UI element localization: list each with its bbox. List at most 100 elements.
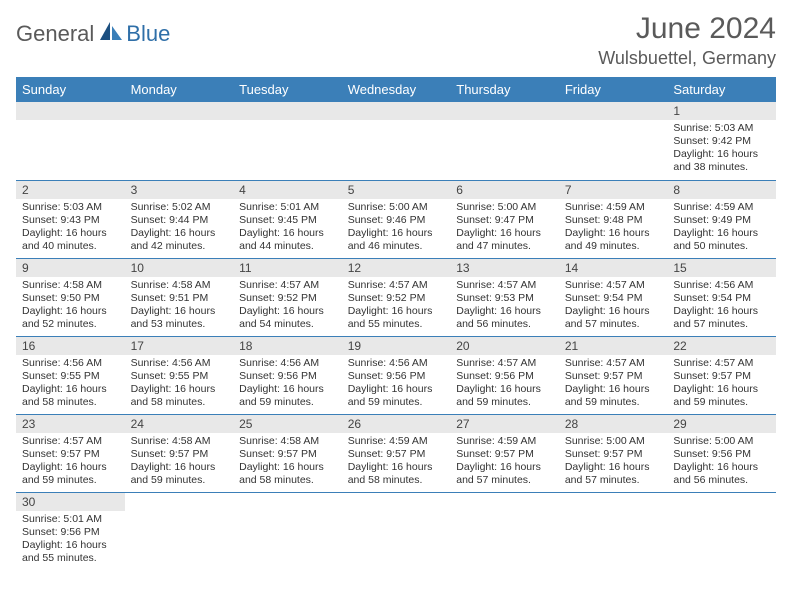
day-details: Sunrise: 4:57 AMSunset: 9:56 PMDaylight:… — [450, 355, 559, 414]
month-title: June 2024 — [598, 12, 776, 46]
calendar-day: 30Sunrise: 5:01 AMSunset: 9:56 PMDayligh… — [16, 492, 125, 570]
weekday-header: Thursday — [450, 77, 559, 102]
day-number: 20 — [450, 337, 559, 355]
day-details: Sunrise: 4:58 AMSunset: 9:57 PMDaylight:… — [233, 433, 342, 492]
day-number: 1 — [667, 102, 776, 120]
day-number: 16 — [16, 337, 125, 355]
calendar-table: SundayMondayTuesdayWednesdayThursdayFrid… — [16, 77, 776, 570]
day-number: 2 — [16, 181, 125, 199]
day-details: Sunrise: 4:58 AMSunset: 9:57 PMDaylight:… — [125, 433, 234, 492]
calendar-day: 24Sunrise: 4:58 AMSunset: 9:57 PMDayligh… — [125, 414, 234, 492]
calendar-day: 13Sunrise: 4:57 AMSunset: 9:53 PMDayligh… — [450, 258, 559, 336]
day-number: 5 — [342, 181, 451, 199]
calendar-day: 23Sunrise: 4:57 AMSunset: 9:57 PMDayligh… — [16, 414, 125, 492]
calendar-empty — [233, 492, 342, 570]
calendar-day: 15Sunrise: 4:56 AMSunset: 9:54 PMDayligh… — [667, 258, 776, 336]
logo: General Blue — [16, 20, 170, 47]
day-number: 21 — [559, 337, 668, 355]
calendar-week: 1Sunrise: 5:03 AMSunset: 9:42 PMDaylight… — [16, 102, 776, 180]
calendar-empty — [342, 102, 451, 180]
weekday-header: Sunday — [16, 77, 125, 102]
title-block: June 2024 Wulsbuettel, Germany — [598, 12, 776, 69]
day-number: 18 — [233, 337, 342, 355]
calendar-empty — [233, 102, 342, 180]
calendar-empty — [450, 102, 559, 180]
day-details: Sunrise: 4:57 AMSunset: 9:53 PMDaylight:… — [450, 277, 559, 336]
calendar-day: 10Sunrise: 4:58 AMSunset: 9:51 PMDayligh… — [125, 258, 234, 336]
day-details: Sunrise: 4:56 AMSunset: 9:56 PMDaylight:… — [233, 355, 342, 414]
calendar-day: 27Sunrise: 4:59 AMSunset: 9:57 PMDayligh… — [450, 414, 559, 492]
day-details: Sunrise: 5:02 AMSunset: 9:44 PMDaylight:… — [125, 199, 234, 258]
day-details: Sunrise: 5:01 AMSunset: 9:56 PMDaylight:… — [16, 511, 125, 570]
day-number: 14 — [559, 259, 668, 277]
day-details: Sunrise: 5:00 AMSunset: 9:56 PMDaylight:… — [667, 433, 776, 492]
weekday-header: Monday — [125, 77, 234, 102]
location: Wulsbuettel, Germany — [598, 48, 776, 69]
calendar-empty — [16, 102, 125, 180]
day-details: Sunrise: 4:56 AMSunset: 9:55 PMDaylight:… — [16, 355, 125, 414]
day-details: Sunrise: 4:57 AMSunset: 9:57 PMDaylight:… — [667, 355, 776, 414]
day-number: 15 — [667, 259, 776, 277]
day-details: Sunrise: 4:59 AMSunset: 9:57 PMDaylight:… — [450, 433, 559, 492]
day-number: 7 — [559, 181, 668, 199]
calendar-body: 1Sunrise: 5:03 AMSunset: 9:42 PMDaylight… — [16, 102, 776, 570]
logo-text-blue: Blue — [126, 21, 170, 47]
calendar-day: 3Sunrise: 5:02 AMSunset: 9:44 PMDaylight… — [125, 180, 234, 258]
calendar-day: 28Sunrise: 5:00 AMSunset: 9:57 PMDayligh… — [559, 414, 668, 492]
day-number: 30 — [16, 493, 125, 511]
day-number: 29 — [667, 415, 776, 433]
calendar-day: 5Sunrise: 5:00 AMSunset: 9:46 PMDaylight… — [342, 180, 451, 258]
calendar-day: 1Sunrise: 5:03 AMSunset: 9:42 PMDaylight… — [667, 102, 776, 180]
day-details: Sunrise: 4:59 AMSunset: 9:48 PMDaylight:… — [559, 199, 668, 258]
day-details: Sunrise: 4:56 AMSunset: 9:54 PMDaylight:… — [667, 277, 776, 336]
day-details: Sunrise: 5:03 AMSunset: 9:43 PMDaylight:… — [16, 199, 125, 258]
day-details: Sunrise: 4:57 AMSunset: 9:54 PMDaylight:… — [559, 277, 668, 336]
day-details: Sunrise: 4:58 AMSunset: 9:50 PMDaylight:… — [16, 277, 125, 336]
day-number: 3 — [125, 181, 234, 199]
header: General Blue June 2024 Wulsbuettel, Germ… — [16, 12, 776, 69]
calendar-day: 7Sunrise: 4:59 AMSunset: 9:48 PMDaylight… — [559, 180, 668, 258]
calendar-day: 14Sunrise: 4:57 AMSunset: 9:54 PMDayligh… — [559, 258, 668, 336]
logo-sail-icon — [98, 20, 124, 47]
calendar-week: 2Sunrise: 5:03 AMSunset: 9:43 PMDaylight… — [16, 180, 776, 258]
day-number: 8 — [667, 181, 776, 199]
day-details: Sunrise: 4:59 AMSunset: 9:49 PMDaylight:… — [667, 199, 776, 258]
day-number: 25 — [233, 415, 342, 433]
day-details: Sunrise: 5:01 AMSunset: 9:45 PMDaylight:… — [233, 199, 342, 258]
day-details: Sunrise: 4:59 AMSunset: 9:57 PMDaylight:… — [342, 433, 451, 492]
calendar-day: 12Sunrise: 4:57 AMSunset: 9:52 PMDayligh… — [342, 258, 451, 336]
day-number: 12 — [342, 259, 451, 277]
calendar-day: 16Sunrise: 4:56 AMSunset: 9:55 PMDayligh… — [16, 336, 125, 414]
day-number: 9 — [16, 259, 125, 277]
calendar-week: 30Sunrise: 5:01 AMSunset: 9:56 PMDayligh… — [16, 492, 776, 570]
day-number: 28 — [559, 415, 668, 433]
calendar-day: 22Sunrise: 4:57 AMSunset: 9:57 PMDayligh… — [667, 336, 776, 414]
calendar-empty — [559, 492, 668, 570]
day-number: 19 — [342, 337, 451, 355]
calendar-empty — [450, 492, 559, 570]
day-details: Sunrise: 5:00 AMSunset: 9:46 PMDaylight:… — [342, 199, 451, 258]
day-number: 23 — [16, 415, 125, 433]
calendar-day: 25Sunrise: 4:58 AMSunset: 9:57 PMDayligh… — [233, 414, 342, 492]
calendar-day: 18Sunrise: 4:56 AMSunset: 9:56 PMDayligh… — [233, 336, 342, 414]
day-details: Sunrise: 4:57 AMSunset: 9:52 PMDaylight:… — [233, 277, 342, 336]
calendar-empty — [559, 102, 668, 180]
calendar-week: 16Sunrise: 4:56 AMSunset: 9:55 PMDayligh… — [16, 336, 776, 414]
logo-text-general: General — [16, 21, 94, 47]
day-details: Sunrise: 5:00 AMSunset: 9:47 PMDaylight:… — [450, 199, 559, 258]
calendar-empty — [125, 492, 234, 570]
calendar-day: 20Sunrise: 4:57 AMSunset: 9:56 PMDayligh… — [450, 336, 559, 414]
weekday-header: Tuesday — [233, 77, 342, 102]
day-number: 13 — [450, 259, 559, 277]
day-details: Sunrise: 4:56 AMSunset: 9:56 PMDaylight:… — [342, 355, 451, 414]
weekday-header: Friday — [559, 77, 668, 102]
calendar-day: 2Sunrise: 5:03 AMSunset: 9:43 PMDaylight… — [16, 180, 125, 258]
calendar-day: 4Sunrise: 5:01 AMSunset: 9:45 PMDaylight… — [233, 180, 342, 258]
day-number: 24 — [125, 415, 234, 433]
day-number: 4 — [233, 181, 342, 199]
day-number: 17 — [125, 337, 234, 355]
day-number: 11 — [233, 259, 342, 277]
calendar-week: 23Sunrise: 4:57 AMSunset: 9:57 PMDayligh… — [16, 414, 776, 492]
calendar-empty — [342, 492, 451, 570]
day-number: 6 — [450, 181, 559, 199]
